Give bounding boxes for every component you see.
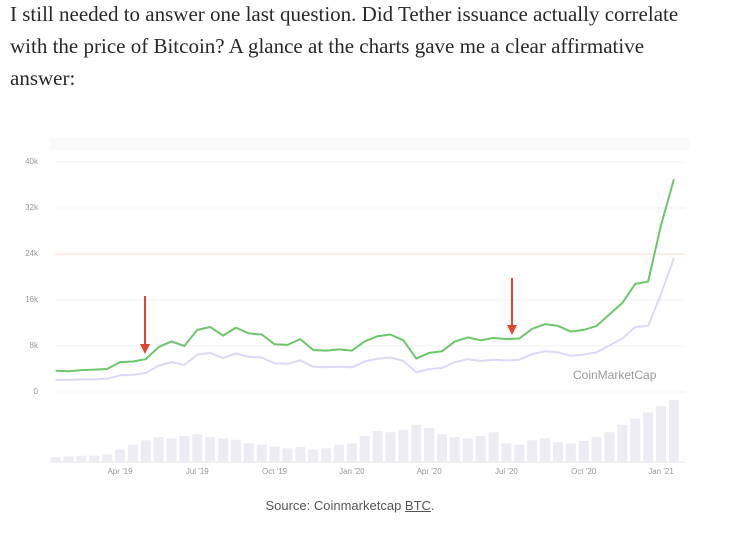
volume-bar [205, 437, 216, 462]
volume-bar [398, 429, 409, 462]
volume-bar [501, 443, 512, 462]
y-tick-label: 32k [25, 203, 39, 212]
volume-bar [514, 444, 525, 462]
volume-bar [668, 400, 679, 462]
volume-bar [372, 431, 383, 462]
volume-bar [437, 434, 448, 462]
line-series [55, 179, 675, 373]
volume-bar [617, 424, 628, 462]
volume-bar [282, 448, 293, 462]
volume-bar [102, 454, 113, 462]
chart-header-strip [50, 138, 690, 150]
volume-bar [565, 443, 576, 462]
x-tick-label: Apr '20 [417, 467, 443, 476]
volume-bar [424, 427, 435, 462]
y-tick-label: 16k [25, 295, 39, 304]
volume-bar [166, 438, 177, 462]
line-series [55, 257, 675, 381]
volume-bar [127, 444, 138, 462]
volume-bar [115, 449, 125, 462]
volume-bar [604, 432, 615, 462]
caption-end: . [430, 498, 435, 513]
volume-bar [359, 435, 370, 462]
caption-text: Source: Coinmarketcap [265, 498, 405, 513]
volume-bar [462, 438, 473, 462]
volume-bar [411, 424, 422, 462]
volume-bar [591, 437, 602, 462]
volume-bar [89, 455, 100, 462]
volume-bar [308, 449, 319, 462]
arrow [140, 296, 150, 354]
volume-bar [527, 440, 538, 462]
volume-bar [295, 447, 306, 462]
y-tick-label: 40k [25, 157, 39, 166]
volume-bar [63, 456, 74, 462]
volume-bar [643, 412, 654, 462]
volume-bar [269, 446, 280, 462]
x-tick-label: Jul '19 [186, 467, 209, 476]
x-tick-label: Oct '20 [571, 467, 597, 476]
arrow [507, 278, 517, 335]
caption-link[interactable]: BTC [404, 498, 431, 513]
caption: Source: Coinmarketcap BTC. [0, 498, 700, 513]
volume-bar [256, 444, 267, 462]
x-tick-label: Jul '20 [495, 467, 518, 476]
volume-bar [243, 443, 254, 462]
volume-bar [218, 438, 229, 462]
volume-bar [385, 432, 396, 462]
volume-bar [321, 448, 332, 462]
volume-bar [630, 418, 641, 462]
x-tick-label: Jan '20 [339, 467, 365, 476]
volume-bar [140, 440, 151, 462]
paragraph: I still needed to answer one last questi… [10, 2, 679, 90]
watermark: CoinMarketCap [573, 368, 657, 382]
volume-bar [346, 443, 357, 462]
volume-bar [50, 457, 61, 462]
volume-bar [552, 442, 563, 462]
volume-bar [475, 435, 486, 462]
y-tick-label: 8k [30, 341, 39, 350]
x-tick-label: Apr '19 [107, 467, 133, 476]
volume-bar [578, 440, 589, 462]
volume-bar [656, 406, 666, 462]
volume-bar [179, 435, 190, 462]
y-tick-label: 0 [34, 387, 39, 396]
volume-bar [230, 439, 241, 462]
volume-bar [540, 438, 551, 462]
volume-bar [333, 444, 344, 462]
volume-bar [76, 455, 87, 462]
x-tick-label: Jan '21 [648, 467, 674, 476]
volume-bar [153, 437, 164, 462]
y-tick-label: 24k [25, 249, 39, 258]
volume-bar [449, 437, 460, 462]
x-tick-label: Oct '19 [262, 467, 288, 476]
volume-bar [192, 434, 203, 462]
volume-bar [488, 432, 499, 462]
